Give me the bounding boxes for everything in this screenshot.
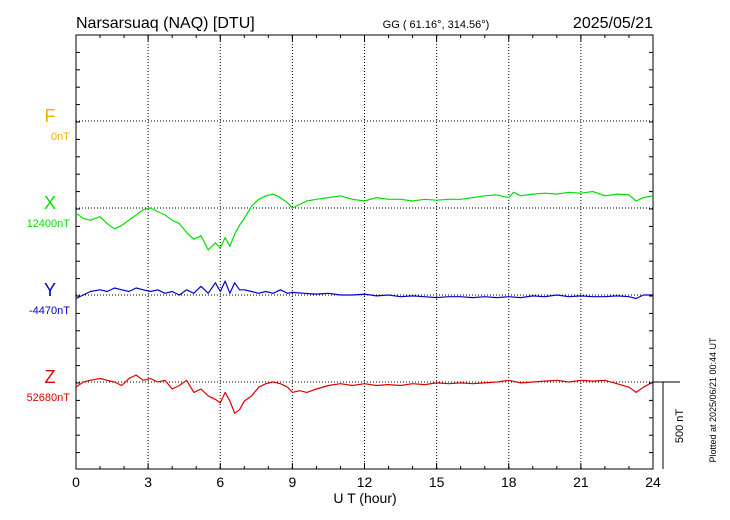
x-axis-label: U T (hour) xyxy=(333,490,396,506)
series-lines xyxy=(75,190,654,414)
plotted-timestamp: Plotted at 2025/06/21 00:44 UT xyxy=(708,337,718,463)
station-title: Narsarsuaq (NAQ) [DTU] xyxy=(76,15,255,32)
channel-name-x: X xyxy=(44,193,56,213)
channel-name-z: Z xyxy=(45,367,56,387)
plot-date: 2025/05/21 xyxy=(573,15,653,32)
channel-labels: F 0nT X 12400nT Y -4470nT Z 52680nT xyxy=(27,106,71,404)
x-tick-label: 24 xyxy=(645,474,661,490)
x-tick-label: 21 xyxy=(573,474,589,490)
channel-baseline-f: 0nT xyxy=(51,131,70,143)
x-ticks: 0 3 6 9 12 15 18 21 24 xyxy=(72,35,661,490)
series-line-z xyxy=(75,374,654,414)
channel-baseline-y: -4470nT xyxy=(29,305,70,317)
series-line-x xyxy=(75,190,654,251)
station-coordinates: GG ( 61.16°, 314.56°) xyxy=(383,19,490,31)
channel-name-f: F xyxy=(45,106,56,126)
x-tick-label: 3 xyxy=(144,474,152,490)
x-tick-label: 12 xyxy=(357,474,373,490)
channel-baseline-z: 52680nT xyxy=(27,392,71,404)
channel-baseline-x: 12400nT xyxy=(27,218,71,230)
scale-bar-label: 500 nT xyxy=(674,409,686,444)
channel-name-y: Y xyxy=(44,280,56,300)
x-tick-label: 15 xyxy=(429,474,445,490)
x-tick-label: 9 xyxy=(288,474,296,490)
scale-bar: 500 nT xyxy=(653,381,686,469)
grid xyxy=(147,35,582,469)
x-tick-label: 18 xyxy=(501,474,517,490)
x-tick-label: 0 xyxy=(72,474,80,490)
series-line-y xyxy=(75,280,653,300)
x-tick-label: 6 xyxy=(216,474,224,490)
